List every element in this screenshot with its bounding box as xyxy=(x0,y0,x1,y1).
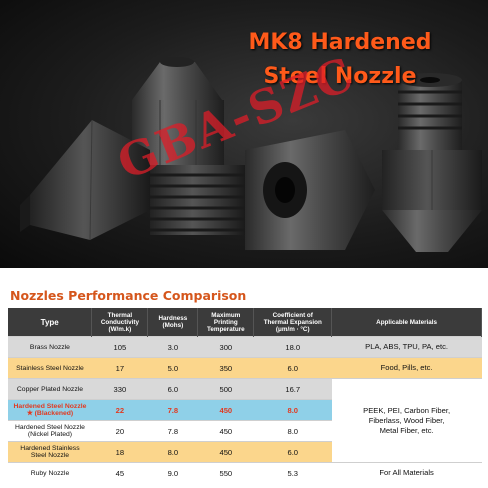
row-hardness: 5.0 xyxy=(147,357,198,379)
header-hardness: Hardness (Mohs) xyxy=(147,308,199,337)
row-expansion: 16.7 xyxy=(253,378,332,400)
table-row: Hardened Steel Nozzle (Nickel Plated) 20 … xyxy=(8,420,482,442)
row-conductivity: 17 xyxy=(91,357,148,379)
row-hardness: 9.0 xyxy=(147,462,198,483)
row-type: Hardened Stainless Steel Nozzle xyxy=(8,441,92,463)
row-expansion: 18.0 xyxy=(253,336,332,358)
nozzle-illustration xyxy=(20,57,482,252)
row-temperature: 350 xyxy=(197,357,254,379)
row-materials: PLA, ABS, TPU, PA, etc. xyxy=(331,336,482,358)
table-row: Stainless Steel Nozzle 17 5.0 350 6.0 Fo… xyxy=(8,357,482,379)
row-hardness: 3.0 xyxy=(147,336,198,358)
row-expansion: 8.0 xyxy=(253,420,332,442)
row-hardness: 7.8 xyxy=(147,420,198,442)
row-materials: For All Materials xyxy=(331,462,482,483)
row-expansion: 5.3 xyxy=(253,462,332,483)
row-conductivity: 45 xyxy=(91,462,148,483)
shared-materials: PEEK, PEI, Carbon Fiber, Fiberlass, Wood … xyxy=(331,378,482,463)
comparison-panel: Nozzles Performance Comparison Type Ther… xyxy=(0,268,488,488)
row-temperature: 450 xyxy=(197,420,254,442)
row-temperature: 300 xyxy=(197,336,254,358)
nozzle-front-middle xyxy=(150,130,375,250)
header-temperature: Maximum Printing Temperature xyxy=(197,308,255,337)
row-type: Hardened Steel Nozzle ★ (Blackened) xyxy=(8,399,92,421)
row-type: Stainless Steel Nozzle xyxy=(8,357,92,379)
header-materials: Applicable Materials xyxy=(331,308,482,337)
table-row: Copper Plated Nozzle 330 6.0 500 16.7 PE… xyxy=(8,378,482,463)
nozzle-right xyxy=(382,73,482,252)
row-conductivity: 22 xyxy=(91,399,148,421)
row-expansion: 6.0 xyxy=(253,357,332,379)
product-photo: MK8 Hardened Steel Nozzle GBA-SZC xyxy=(0,0,488,268)
row-type: Copper Plated Nozzle xyxy=(8,378,92,400)
star-icon: ★ xyxy=(26,410,33,417)
table-row: Brass Nozzle 105 3.0 300 18.0 PLA, ABS, … xyxy=(8,336,482,358)
row-type: Brass Nozzle xyxy=(8,336,92,358)
row-hardness: 7.8 xyxy=(147,399,198,421)
row-type: Hardened Steel Nozzle (Nickel Plated) xyxy=(8,420,92,442)
table-title: Nozzles Performance Comparison xyxy=(10,288,247,303)
row-temperature: 550 xyxy=(197,462,254,483)
row-type: Ruby Nozzle xyxy=(8,462,92,483)
table-row: Ruby Nozzle 45 9.0 550 5.3 For All Mater… xyxy=(8,462,482,483)
header-expansion: Coefficient of Thermal Expansion (μm/m · °… xyxy=(253,308,333,337)
row-expansion: 6.0 xyxy=(253,441,332,463)
row-materials: Food, Pills, etc. xyxy=(331,357,482,379)
row-conductivity: 105 xyxy=(91,336,148,358)
row-expansion: 8.0 xyxy=(253,399,332,421)
performance-table: Type Thermal Conductivity (W/m.k) Hardnes… xyxy=(8,308,482,483)
row-conductivity: 330 xyxy=(91,378,148,400)
row-temperature: 450 xyxy=(197,441,254,463)
table-header-row: Type Thermal Conductivity (W/m.k) Hardnes… xyxy=(8,308,482,337)
row-hardness: 6.0 xyxy=(147,378,198,400)
row-hardness: 8.0 xyxy=(147,441,198,463)
table-row: Hardened Stainless Steel Nozzle 18 8.0 45… xyxy=(8,441,482,463)
row-temperature: 500 xyxy=(197,378,254,400)
table-row-highlighted: Hardened Steel Nozzle ★ (Blackened) 22 7.… xyxy=(8,399,482,421)
nozzle-front-left xyxy=(20,119,150,241)
headline-line-1: MK8 Hardened xyxy=(248,30,432,55)
headline-line-2: Steel Nozzle xyxy=(263,64,417,89)
row-conductivity: 20 xyxy=(91,420,148,442)
header-conductivity: Thermal Conductivity (W/m.k) xyxy=(91,308,149,337)
header-type: Type xyxy=(8,308,93,337)
row-conductivity: 18 xyxy=(91,441,148,463)
row-temperature: 450 xyxy=(197,399,254,421)
